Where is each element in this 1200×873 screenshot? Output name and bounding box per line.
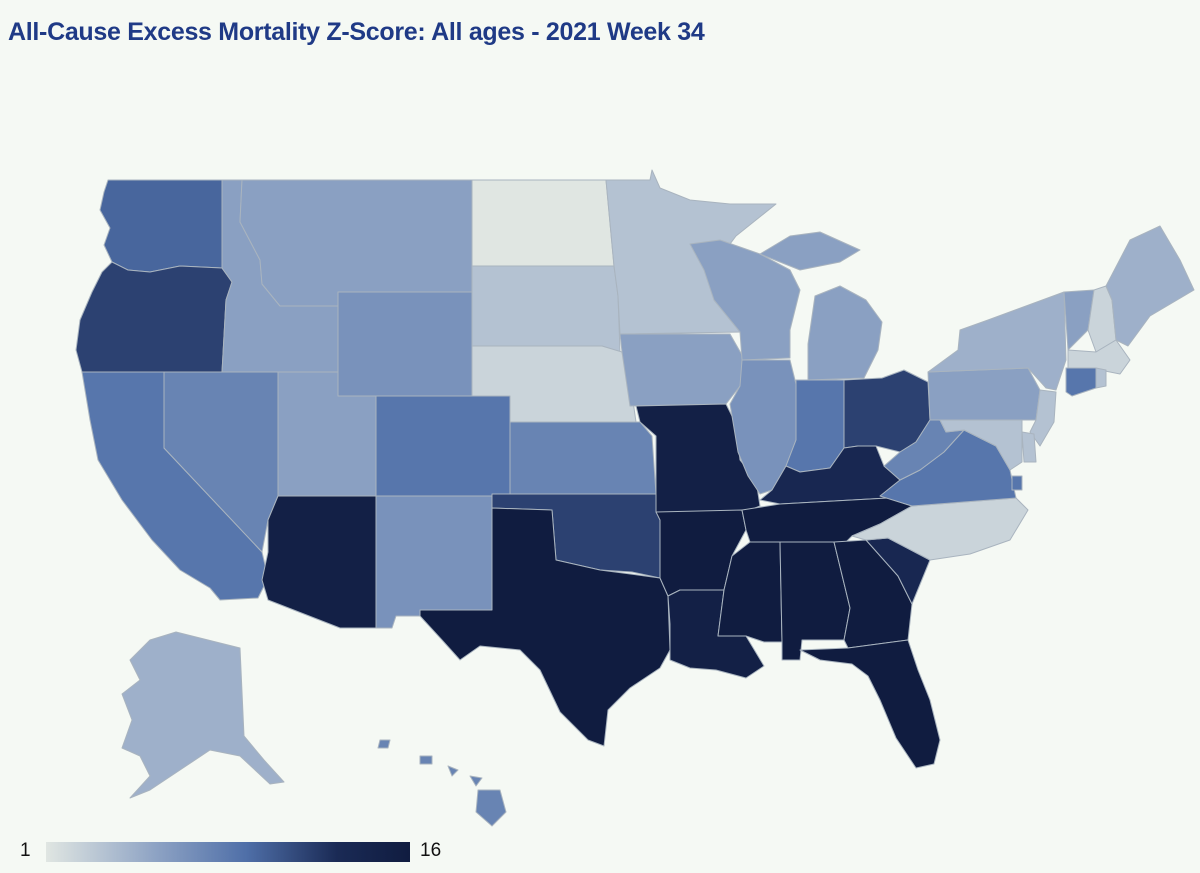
state-mn[interactable] [605, 169, 777, 335]
state-dc[interactable] [1011, 475, 1023, 491]
state-wa[interactable] [99, 179, 223, 273]
state-nj[interactable] [1029, 389, 1057, 447]
state-wi[interactable] [689, 239, 801, 361]
legend-min-label: 1 [20, 840, 31, 861]
state-ny[interactable] [927, 291, 1067, 391]
state-ia[interactable] [619, 333, 747, 407]
state-me[interactable] [1105, 225, 1195, 347]
state-nm[interactable] [375, 495, 493, 629]
state-mi[interactable] [759, 231, 883, 381]
map-title: All-Cause Excess Mortality Z-Score: All … [8, 18, 705, 46]
legend-max-label: 16 [420, 840, 442, 861]
state-mt[interactable] [239, 179, 473, 307]
state-de[interactable] [1021, 431, 1037, 463]
state-sd[interactable] [471, 265, 621, 353]
state-hi[interactable] [377, 739, 507, 827]
state-md[interactable] [939, 419, 1023, 471]
state-co[interactable] [375, 395, 511, 497]
state-ri[interactable] [1095, 367, 1107, 389]
state-il[interactable] [729, 359, 797, 495]
state-wy[interactable] [337, 291, 473, 397]
state-nc[interactable] [851, 497, 1029, 561]
state-fl[interactable] [799, 639, 941, 769]
state-tx[interactable] [419, 507, 671, 747]
state-ct[interactable] [1065, 367, 1097, 397]
legend-color-bar [46, 842, 410, 862]
state-or[interactable] [75, 261, 233, 373]
state-nd[interactable] [471, 179, 615, 267]
state-pa[interactable] [927, 367, 1041, 421]
state-ks[interactable] [509, 421, 657, 495]
state-la[interactable] [667, 589, 765, 679]
state-ak[interactable] [121, 631, 285, 799]
state-az[interactable] [261, 495, 377, 629]
